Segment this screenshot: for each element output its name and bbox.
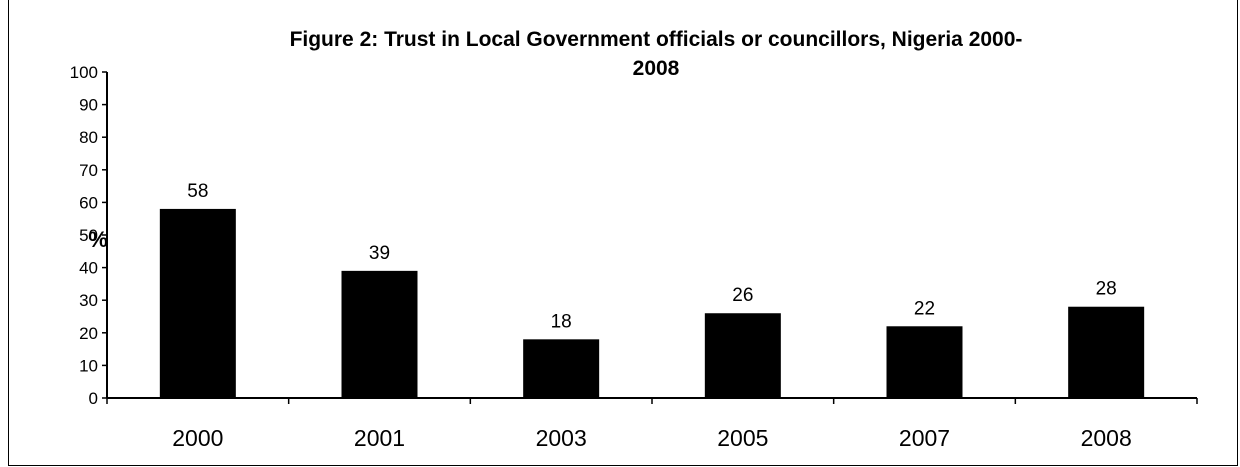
bar bbox=[523, 339, 600, 398]
x-tick-label: 2005 bbox=[717, 425, 768, 451]
y-tick-label: 100 bbox=[70, 63, 98, 82]
y-tick-label: 90 bbox=[79, 96, 98, 115]
x-tick-label: 2007 bbox=[899, 425, 950, 451]
data-label: 26 bbox=[732, 285, 753, 306]
y-tick-label: 20 bbox=[79, 324, 98, 343]
bar bbox=[704, 313, 781, 398]
y-axis-label: % bbox=[88, 227, 108, 252]
y-tick-label: 50 bbox=[79, 226, 98, 245]
plot-area: 0 10 20 30 40 50 60 70 80 90 100 58 2000 39 2001 18 2003… bbox=[70, 63, 1198, 451]
y-tick-label: 40 bbox=[79, 259, 98, 278]
y-tick-label: 30 bbox=[79, 291, 98, 310]
bar bbox=[341, 270, 418, 398]
y-tick-label: 70 bbox=[79, 161, 98, 180]
bar bbox=[1068, 306, 1145, 398]
y-tick-label: 10 bbox=[79, 356, 98, 375]
data-label: 28 bbox=[1096, 279, 1117, 300]
data-label: 18 bbox=[551, 311, 572, 332]
bar bbox=[886, 326, 963, 398]
data-label: 22 bbox=[914, 298, 935, 319]
x-tick-label: 2003 bbox=[536, 425, 587, 451]
y-tick-label: 60 bbox=[79, 193, 98, 212]
x-tick-label: 2001 bbox=[354, 425, 405, 451]
chart-title-line-2: 2008 bbox=[633, 57, 680, 80]
data-label: 58 bbox=[187, 181, 208, 202]
chart-title-line-1: Figure 2: Trust in Local Government offi… bbox=[290, 28, 1023, 51]
y-tick-label: 0 bbox=[89, 389, 98, 408]
x-tick-label: 2008 bbox=[1081, 425, 1132, 451]
y-tick-label: 80 bbox=[79, 128, 98, 147]
x-tick-label: 2000 bbox=[172, 425, 223, 451]
bar bbox=[159, 208, 236, 398]
data-label: 39 bbox=[369, 243, 390, 264]
